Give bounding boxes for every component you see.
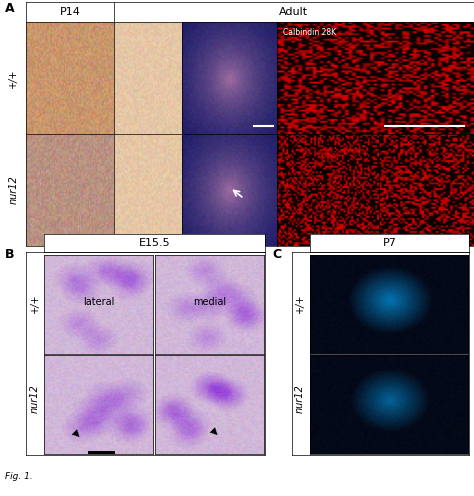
Text: ▶: ▶ [209,426,221,438]
Text: A: A [5,2,14,15]
Text: P7: P7 [383,238,396,248]
Text: nur12: nur12 [295,384,305,413]
Text: medial: medial [193,297,226,307]
Text: Fig. 1.: Fig. 1. [5,472,33,481]
Text: +/+: +/+ [29,293,40,312]
Text: nur12: nur12 [29,384,40,413]
Text: +/+: +/+ [295,293,305,312]
Text: Calbindin 28K: Calbindin 28K [283,28,337,37]
Text: E15.5: E15.5 [139,238,171,248]
Text: B: B [5,248,14,261]
Text: nur12: nur12 [8,176,18,204]
Text: P14: P14 [59,7,81,17]
Text: +/+: +/+ [8,68,18,88]
Text: lateral: lateral [83,297,114,307]
Text: ▶: ▶ [71,428,83,440]
Text: Adult: Adult [279,7,309,17]
Text: C: C [273,248,282,261]
